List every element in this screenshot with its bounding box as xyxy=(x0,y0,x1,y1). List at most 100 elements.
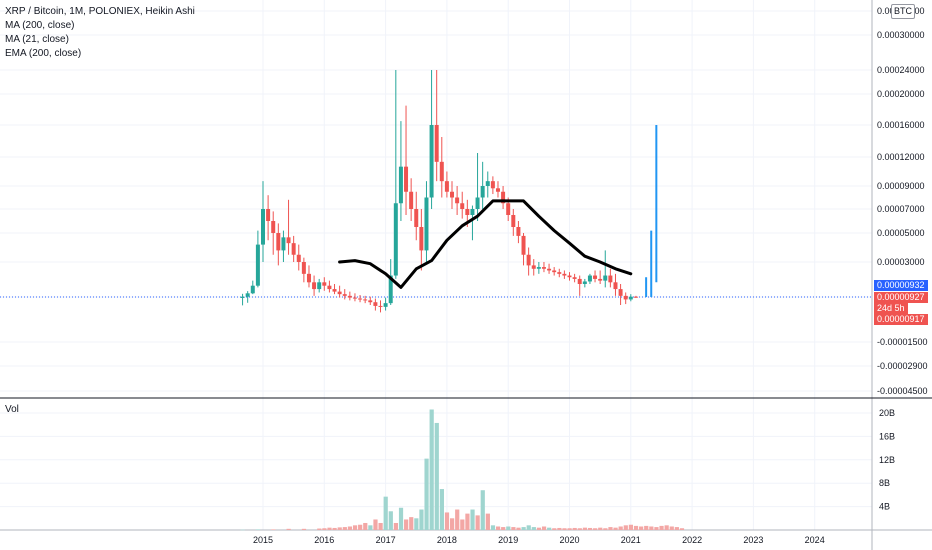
candle-body xyxy=(266,209,271,221)
volume-bar xyxy=(409,517,414,530)
candle-body xyxy=(490,181,495,189)
candle-body xyxy=(557,272,562,274)
candle-body xyxy=(541,267,546,269)
candle-body xyxy=(618,289,623,296)
price-tick-label: 0.00003000 xyxy=(877,257,925,267)
candle-body xyxy=(439,161,444,182)
candle-body xyxy=(388,275,393,304)
volume-bar xyxy=(358,524,363,530)
volume-bar xyxy=(664,525,669,530)
time-tick-label: 2015 xyxy=(253,535,273,545)
candle-body xyxy=(291,243,296,255)
currency-badge[interactable]: BTC xyxy=(891,4,915,19)
volume-bar xyxy=(659,525,664,530)
candle-body xyxy=(306,273,311,283)
volume-tick-label: 20B xyxy=(879,408,895,418)
volume-bar xyxy=(439,489,444,530)
candle-body xyxy=(404,166,409,192)
candle-body xyxy=(368,300,373,303)
volume-bar xyxy=(613,527,618,530)
volume-bar xyxy=(608,527,613,530)
legend-ma-21[interactable]: MA (21, close) xyxy=(5,34,69,45)
volume-bar xyxy=(332,527,337,530)
volume-bar xyxy=(347,526,353,530)
candle-body xyxy=(531,265,536,269)
volume-bar xyxy=(301,528,307,530)
candle-body xyxy=(363,299,368,301)
volume-tick-label: 12B xyxy=(879,455,895,465)
volume-bar xyxy=(557,527,562,530)
candle-body xyxy=(480,186,485,198)
price-tick-label: 0.00016000 xyxy=(877,120,925,130)
countdown-tag: 24d 5h xyxy=(874,303,908,314)
volume-axis[interactable]: 20B 16B 12B 8B 4B xyxy=(879,408,895,512)
volume-bar xyxy=(327,527,332,530)
volume-bar xyxy=(342,527,347,530)
volume-bar xyxy=(587,527,593,530)
candle-body xyxy=(572,277,577,279)
candle-body xyxy=(312,282,317,290)
volume-bar xyxy=(603,528,608,530)
volume-bar xyxy=(639,526,644,530)
candle-body xyxy=(475,197,480,209)
candle-body xyxy=(327,285,332,290)
candle-body xyxy=(628,296,633,300)
price-axis[interactable]: 0.000360000.000300000.000240000.00020000… xyxy=(877,6,928,396)
volume-bar xyxy=(506,526,511,530)
candle-body xyxy=(450,191,455,198)
candle-body xyxy=(378,305,383,307)
price-tick-label: 0.00030000 xyxy=(877,30,925,40)
projection-lines xyxy=(645,125,658,298)
candle-body xyxy=(250,285,255,294)
volume-tick-label: 16B xyxy=(879,431,895,441)
candle-body xyxy=(317,282,322,290)
candle-body xyxy=(455,197,460,204)
candle-body xyxy=(567,275,572,278)
candle-body xyxy=(301,262,306,274)
legend: XRP / Bitcoin, 1M, POLONIEX, Heikin Ashi… xyxy=(5,5,195,61)
time-tick-label: 2017 xyxy=(376,535,396,545)
legend-symbol[interactable]: XRP / Bitcoin, 1M, POLONIEX, Heikin Ashi xyxy=(5,6,195,17)
candle-body xyxy=(603,275,608,281)
candle-body xyxy=(398,166,403,204)
volume-bar xyxy=(460,519,465,530)
volume-bar xyxy=(572,527,577,530)
volume-bar xyxy=(286,528,291,530)
volume-bar xyxy=(383,496,388,530)
candle-body xyxy=(347,295,352,298)
candle-body xyxy=(342,294,347,296)
price-tick-label: -0.00001500 xyxy=(877,337,928,347)
candle-body xyxy=(501,191,506,204)
candle-body xyxy=(633,296,638,298)
volume-bar xyxy=(368,525,373,530)
candle-body xyxy=(261,209,265,245)
candle-body xyxy=(526,254,531,266)
candle-body xyxy=(373,302,378,306)
volume-label[interactable]: Vol xyxy=(5,404,19,415)
time-tick-label: 2024 xyxy=(805,535,825,545)
candle-body xyxy=(613,282,618,290)
volume-bar xyxy=(526,525,531,530)
time-axis[interactable]: 2015 2016 2017 2018 2019 2020 2021 2022 2023 2024 xyxy=(253,535,825,545)
volume-bar xyxy=(373,519,378,530)
volume-tick-label: 8B xyxy=(879,478,890,488)
candle-body xyxy=(593,275,598,279)
volume-tick-label: 4B xyxy=(879,502,890,512)
legend-ema-200[interactable]: EMA (200, close) xyxy=(5,48,82,59)
candle-body xyxy=(419,227,424,251)
candle-body xyxy=(414,209,419,227)
volume-bar xyxy=(480,490,485,530)
ma-line xyxy=(338,199,633,289)
price-tick-label: -0.00004500 xyxy=(877,386,928,396)
volume-bar xyxy=(352,525,358,530)
candle-body xyxy=(495,188,500,192)
volume-bar xyxy=(429,409,434,530)
candle-body xyxy=(296,254,301,262)
volume-bar xyxy=(623,525,628,530)
candle-body xyxy=(506,203,511,215)
candle-body xyxy=(552,270,557,273)
legend-ma-200[interactable]: MA (200, close) xyxy=(5,20,75,31)
candle-body xyxy=(332,289,337,292)
